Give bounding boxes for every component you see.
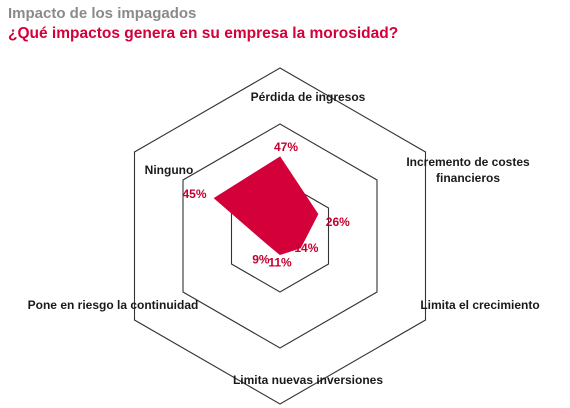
value-label-3: 14%	[294, 241, 318, 255]
value-labels: 47% 26% 14%11%9% 45%	[182, 140, 350, 270]
section-title: Impacto de los impagados	[8, 5, 197, 22]
category-label-5: Pone en riesgo la continuidad	[28, 298, 199, 312]
chart-header: Impacto de los impagados ¿Qué impactos g…	[8, 4, 398, 44]
category-label-2: Incremento de costes financieros	[406, 155, 530, 185]
question-title: ¿Qué impactos genera en su empresa la mo…	[8, 25, 399, 42]
category-label-4: Limita nuevas inversiones	[233, 373, 383, 387]
radar-data-layer	[213, 156, 319, 256]
data-area	[213, 156, 319, 256]
category-label-6: Ninguno	[145, 163, 194, 177]
value-label-6: 45%	[182, 187, 206, 201]
value-label-1: 47%	[274, 140, 298, 154]
value-label-4: 11%	[268, 256, 292, 270]
category-label-1: Pérdida de ingresos	[251, 90, 366, 104]
grid-ring-3	[133, 67, 427, 405]
category-labels: Pérdida de ingresos Incremento de costes f…	[28, 90, 540, 387]
value-label-2: 26%	[326, 215, 350, 229]
value-label-5: 9%	[252, 253, 270, 267]
category-label-3: Limita el crecimiento	[420, 298, 539, 312]
grid-ring-2	[182, 123, 378, 349]
